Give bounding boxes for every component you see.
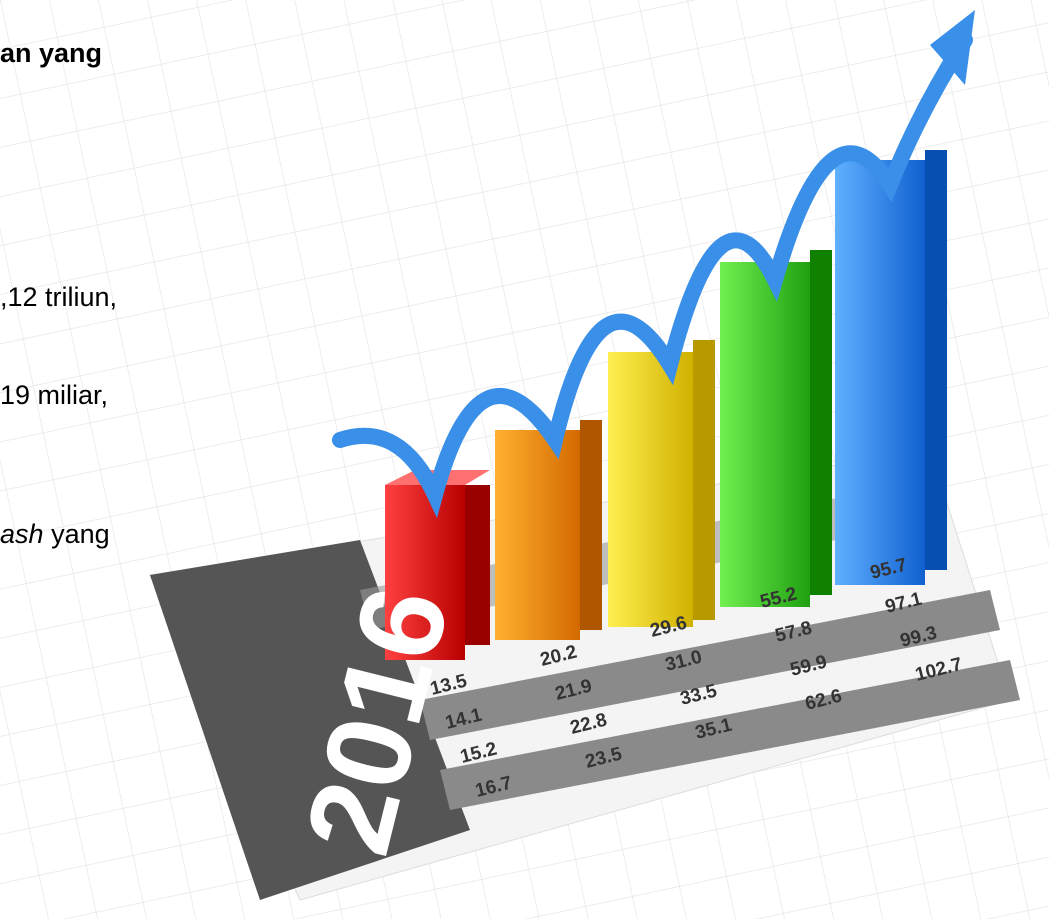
bars (385, 150, 947, 660)
text-line: ,12 triliun, (0, 282, 118, 312)
bar-side (925, 150, 947, 570)
text-line: 19 miliar, (0, 380, 109, 410)
text: yang (51, 519, 110, 549)
stripe (420, 590, 1000, 740)
bar-orange (495, 430, 580, 640)
italic-text: ash (0, 519, 44, 549)
bar-side (810, 250, 832, 595)
bar-red (385, 485, 465, 660)
bar-green (720, 262, 810, 607)
bar-blue (835, 160, 925, 585)
stripe (440, 660, 1020, 810)
bar-side (580, 420, 602, 630)
bar-side (465, 485, 490, 645)
trend-arrow (332, 32, 973, 519)
bar-yellow (608, 352, 693, 627)
bar-side (693, 340, 715, 620)
text-line: ash yang (0, 519, 110, 550)
arrow-head (930, 10, 975, 85)
text-line: an yang (0, 38, 103, 68)
